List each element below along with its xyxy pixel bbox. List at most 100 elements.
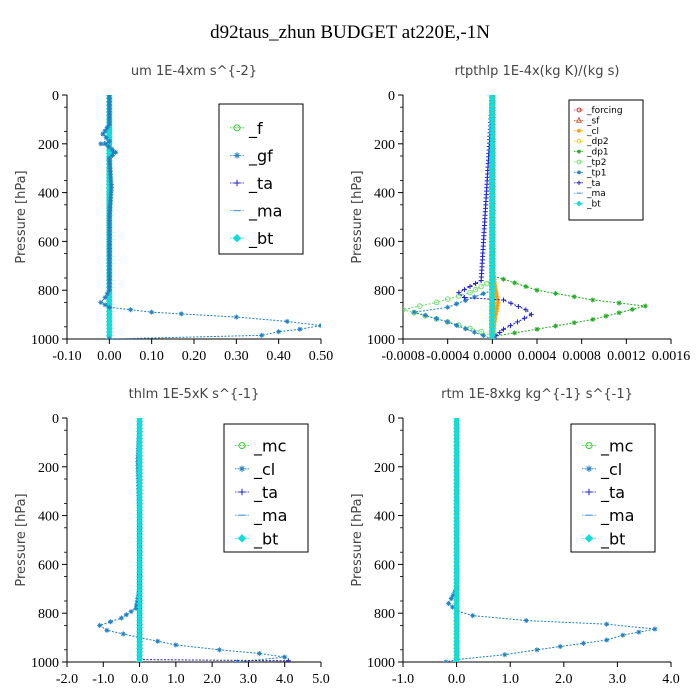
data-point-profile — [106, 98, 112, 105]
data-point-_cl — [120, 631, 126, 637]
data-point-profile — [107, 168, 113, 174]
data-point-profile — [276, 329, 282, 335]
data-point-profile — [108, 188, 114, 194]
series-group — [98, 95, 321, 339]
chart-title: rtpthlp 1E-4x(kg K)/(kg s) — [455, 64, 620, 79]
x-tick-label: 3.0 — [240, 672, 258, 687]
data-point-profile — [103, 135, 109, 141]
legend: _f _gf _ta _ma _bt — [218, 103, 304, 255]
data-point-_dp1 — [512, 280, 518, 286]
data-point-profile — [107, 204, 113, 210]
data-point-_dp1 — [616, 310, 622, 316]
y-tick-label: 1000 — [367, 656, 395, 671]
legend-marker-_bt — [237, 534, 247, 543]
data-point-_cl — [604, 621, 610, 627]
x-tick-label: 4.0 — [276, 672, 294, 687]
legend-label: _forcing — [586, 106, 623, 116]
data-point-_cl — [494, 293, 500, 299]
legend-label: _sf — [586, 116, 600, 126]
data-point-profile — [106, 235, 112, 241]
data-point-_gf — [98, 141, 104, 147]
data-point-profile — [107, 159, 113, 165]
data-point-_cl — [493, 312, 499, 318]
data-point-profile — [106, 108, 112, 114]
data-point-profile — [297, 326, 303, 332]
data-point-_tp1 — [445, 319, 451, 325]
data-point-_tp1 — [463, 297, 469, 303]
data-point-profile — [102, 302, 108, 308]
data-point-_cl — [534, 647, 540, 653]
data-point-_cl — [134, 602, 140, 608]
data-point-_ta — [478, 277, 484, 283]
data-point-_ta — [514, 319, 520, 325]
chart-panel-1: um 1E-4xm s^{-2} Pressure [hPa] 0 200 400 600… — [14, 64, 333, 364]
data-point-profile — [108, 185, 114, 191]
data-point-_cl — [216, 647, 222, 653]
data-point-_dp1 — [512, 330, 518, 336]
data-point-_ta — [473, 280, 479, 287]
y-tick-label: 800 — [374, 284, 395, 299]
data-point-profile — [104, 291, 110, 297]
data-point-_ta — [528, 312, 534, 318]
data-point-_dp1 — [553, 290, 559, 296]
y-tick-label: 1000 — [31, 656, 59, 671]
data-point-_tp1 — [433, 316, 440, 322]
chart-title: rtm 1E-8xkg kg^{-1} s^{-1} — [441, 387, 633, 402]
x-tick-label: 0.20 — [182, 349, 207, 364]
data-point-profile — [108, 175, 114, 181]
legend: _forcing_sf_cl_dp2_dp1_tp2_tp1_ta_ma_bt — [568, 99, 644, 221]
legend: _mc _cl _ta _ma _bt — [570, 423, 656, 553]
x-tick-label: -0.0008 — [381, 349, 424, 364]
data-point-_bt — [488, 335, 496, 339]
legend-marker-_bt — [232, 233, 242, 243]
y-tick-label: 600 — [374, 235, 395, 250]
y-tick-label: 200 — [38, 138, 59, 153]
legend-label: _cl — [253, 460, 275, 480]
data-point-_cl — [128, 609, 134, 615]
legend-label: _cl — [600, 460, 622, 480]
data-point-profile — [106, 121, 112, 127]
x-tick-label: 1.0 — [501, 672, 519, 687]
data-point-_dp1 — [629, 306, 635, 312]
legend: _mc _cl _ta _ma _bt — [223, 423, 309, 553]
y-tick-label: 1000 — [367, 333, 395, 348]
data-point-profile — [107, 172, 114, 178]
data-point-_cl — [493, 287, 499, 293]
data-point-_cl — [495, 299, 501, 305]
data-point-profile — [108, 181, 114, 187]
y-axis-label: Pressure [hPa] — [14, 493, 29, 586]
chart-title: thlm 1E-5xK s^{-1} — [129, 387, 260, 402]
legend-label: _ma — [248, 202, 282, 222]
data-point-profile — [106, 118, 112, 124]
data-point-_cl — [470, 613, 476, 619]
data-point-profile — [127, 307, 134, 313]
y-tick-label: 800 — [38, 607, 59, 622]
series-group — [97, 418, 291, 662]
data-point-_ta — [515, 303, 521, 309]
data-point-_cl — [173, 642, 179, 648]
data-point-_ta — [500, 297, 507, 303]
y-tick-label: 400 — [38, 510, 59, 525]
data-point-_ta — [507, 323, 513, 329]
y-axis-label: Pressure [hPa] — [14, 170, 29, 263]
data-point-_ta — [285, 658, 291, 662]
y-axis-label: Pressure [hPa] — [350, 493, 365, 586]
data-point-profile — [106, 263, 112, 269]
y-tick-label: 0 — [52, 89, 59, 104]
chart-panel-2: rtpthlp 1E-4x(kg K)/(kg s) Pressure [hPa]… — [350, 64, 690, 364]
data-point-profile — [106, 249, 112, 255]
data-point-_ta — [508, 300, 514, 306]
data-point-_ta — [497, 329, 503, 336]
legend-marker-_bt — [584, 534, 594, 543]
x-tick-label: 0.00 — [97, 349, 122, 364]
data-point-profile — [107, 162, 113, 168]
chart-panel-4: rtm 1E-8xkg kg^{-1} s^{-1} Pressure [hPa]… — [350, 387, 680, 687]
data-point-profile — [233, 314, 239, 320]
data-point-_tp1 — [471, 329, 477, 335]
legend-label: _ta — [600, 483, 625, 503]
legend-label: _ta — [253, 483, 278, 503]
data-point-_ta — [456, 290, 462, 296]
x-tick-label: 2.0 — [555, 672, 573, 687]
x-tick-label: 0.30 — [224, 349, 249, 364]
